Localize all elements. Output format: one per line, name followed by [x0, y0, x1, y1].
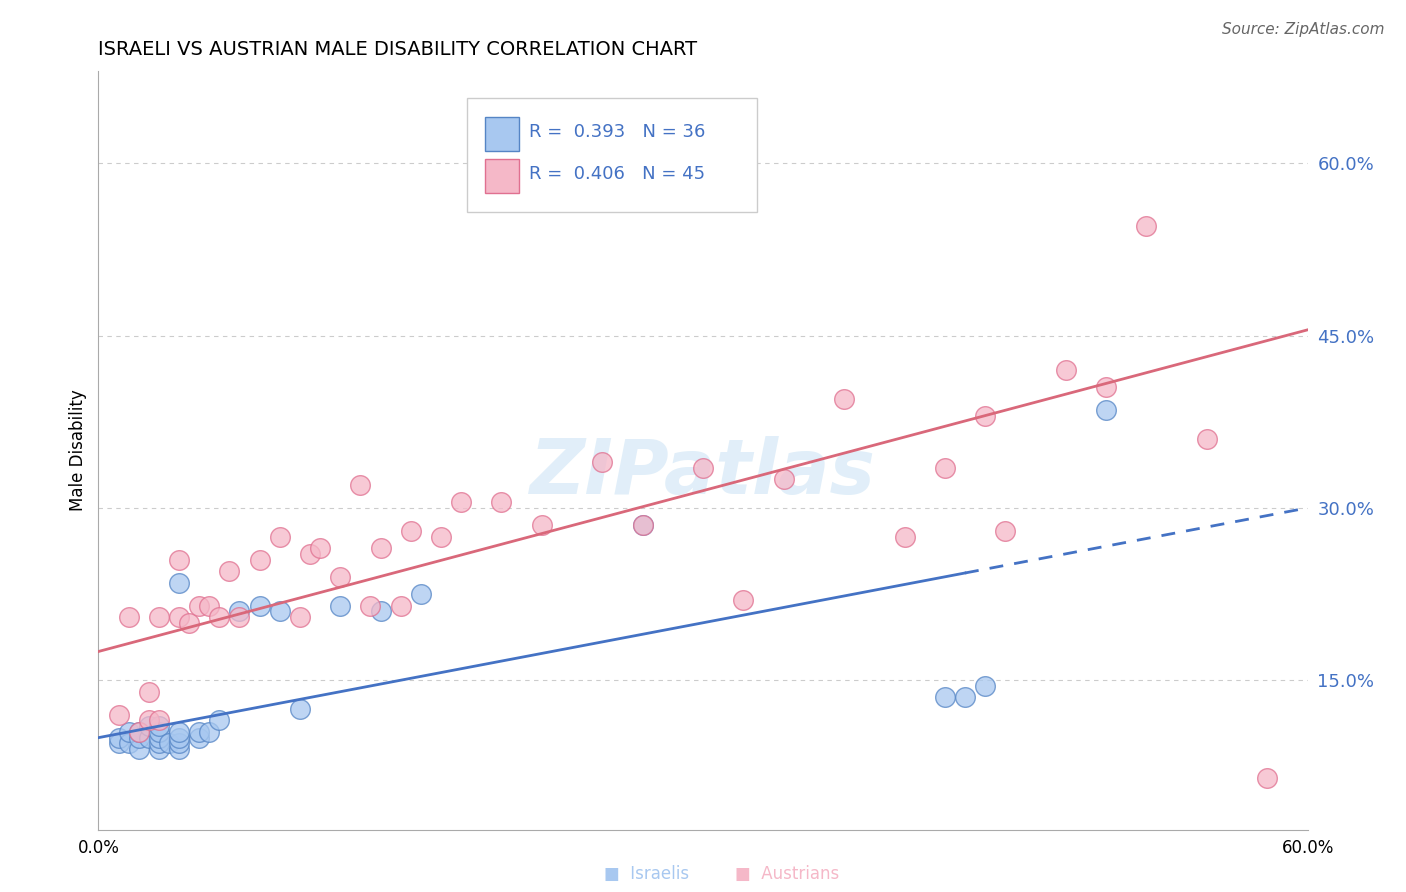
Point [218, 564, 240, 578]
Point [148, 719, 170, 733]
Point [772, 472, 794, 486]
Point [409, 587, 432, 601]
Point [370, 604, 392, 618]
Point [733, 592, 755, 607]
Point [692, 460, 714, 475]
Point [309, 541, 332, 555]
Text: R =  0.406   N = 45: R = 0.406 N = 45 [529, 165, 704, 184]
Point [530, 518, 553, 533]
Point [430, 530, 453, 544]
Point [1095, 403, 1118, 417]
Point [1195, 432, 1218, 446]
Point [269, 530, 291, 544]
Point [167, 725, 190, 739]
Point [148, 736, 170, 750]
Point [148, 731, 170, 745]
Text: Source: ZipAtlas.com: Source: ZipAtlas.com [1222, 22, 1385, 37]
Point [1135, 219, 1157, 234]
Point [994, 524, 1017, 538]
Point [934, 460, 956, 475]
Point [128, 725, 150, 739]
Point [188, 731, 211, 745]
Point [167, 731, 190, 745]
Point [167, 736, 190, 750]
Point [107, 736, 129, 750]
Point [399, 524, 422, 538]
Point [974, 409, 997, 423]
Point [128, 731, 150, 745]
Point [128, 742, 150, 756]
Point [118, 610, 141, 624]
Point [953, 690, 976, 705]
Point [107, 707, 129, 722]
Point [148, 725, 170, 739]
Point [188, 725, 211, 739]
Point [974, 679, 997, 693]
Text: R =  0.393   N = 36: R = 0.393 N = 36 [529, 123, 706, 141]
Point [148, 742, 170, 756]
Point [934, 690, 956, 705]
Point [329, 570, 352, 584]
Point [138, 714, 160, 728]
Point [329, 599, 352, 613]
Point [288, 610, 311, 624]
Text: ZIPatlas: ZIPatlas [530, 436, 876, 510]
FancyBboxPatch shape [467, 98, 758, 211]
Point [349, 478, 371, 492]
Point [249, 599, 271, 613]
Text: ISRAELI VS AUSTRIAN MALE DISABILITY CORRELATION CHART: ISRAELI VS AUSTRIAN MALE DISABILITY CORR… [98, 39, 697, 59]
Point [631, 518, 654, 533]
Text: ■  Austrians: ■ Austrians [735, 865, 839, 883]
Point [832, 392, 855, 406]
Point [179, 615, 201, 630]
Point [893, 530, 915, 544]
Point [167, 575, 190, 590]
Point [198, 599, 221, 613]
FancyBboxPatch shape [485, 159, 519, 194]
Point [138, 731, 160, 745]
Point [360, 599, 382, 613]
Point [138, 719, 160, 733]
Point [450, 495, 472, 509]
Point [249, 552, 271, 566]
Point [370, 541, 392, 555]
Point [167, 742, 190, 756]
Point [198, 725, 221, 739]
Point [228, 610, 250, 624]
Point [148, 610, 170, 624]
Point [167, 552, 190, 566]
Y-axis label: Male Disability: Male Disability [69, 390, 87, 511]
Point [591, 455, 613, 469]
Point [299, 547, 322, 561]
Point [138, 684, 160, 698]
Point [491, 495, 513, 509]
Point [208, 714, 231, 728]
Point [118, 725, 141, 739]
Point [118, 736, 141, 750]
Point [389, 599, 412, 613]
Point [208, 610, 231, 624]
Point [1095, 380, 1118, 394]
Point [631, 518, 654, 533]
FancyBboxPatch shape [485, 117, 519, 151]
Point [148, 714, 170, 728]
Point [188, 599, 211, 613]
Point [228, 604, 250, 618]
Point [1054, 363, 1077, 377]
Point [167, 610, 190, 624]
Point [128, 725, 150, 739]
Point [1256, 771, 1278, 785]
Point [157, 736, 180, 750]
Point [288, 702, 311, 716]
Point [107, 731, 129, 745]
Text: ■  Israelis: ■ Israelis [605, 865, 689, 883]
Point [269, 604, 291, 618]
